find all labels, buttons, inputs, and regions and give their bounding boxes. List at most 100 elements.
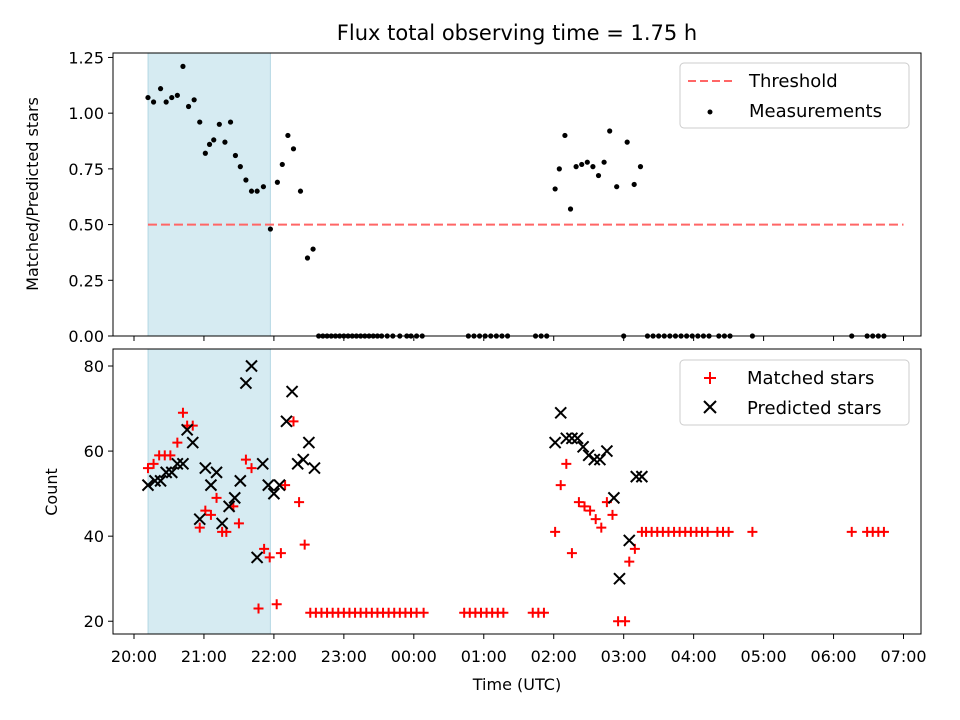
measurement-point [614, 184, 620, 190]
predicted-star-point [297, 453, 310, 466]
count-y-tick-label: 20 [84, 612, 104, 631]
measurement-point [206, 141, 213, 147]
ratio-legend: Threshold Measurements [679, 62, 910, 129]
matched-star-point [177, 407, 188, 418]
matched-star-point [275, 548, 286, 559]
count-legend: Matched stars Predicted stars [679, 359, 910, 426]
matched-star-point [253, 603, 264, 614]
predicted-star-point [600, 444, 614, 458]
matched-star-point [596, 522, 607, 533]
matched-star-point [259, 543, 270, 554]
x-tick-label: 21:00 [181, 647, 227, 666]
predicted-star-point [548, 436, 562, 449]
legend-measurements-label: Measurements [749, 101, 882, 122]
measurement-point [248, 188, 255, 194]
legend-predicted-label: Predicted stars [747, 398, 881, 419]
predicted-star-point [245, 359, 258, 373]
measurement-point [157, 86, 164, 92]
legend-predicted-swatch [703, 400, 717, 414]
matched-star-point [624, 556, 635, 567]
matched-star-point [702, 526, 713, 537]
count-marks [141, 359, 889, 627]
measurement-point [145, 94, 151, 101]
ratio-y-axis-label: Matched/Predicted stars [23, 97, 42, 291]
x-tick-label: 06:00 [810, 647, 856, 666]
matched-star-point [538, 607, 549, 618]
predicted-star-point [554, 406, 567, 420]
measurement-point [552, 186, 558, 192]
matched-star-point [142, 463, 153, 474]
matched-star-point [498, 607, 509, 618]
observing-window-highlight [147, 52, 271, 337]
predicted-star-point [222, 500, 236, 513]
measurement-point [180, 63, 186, 69]
measurement-point [150, 99, 157, 105]
measurement-point [191, 97, 197, 103]
measurement-point [285, 132, 291, 139]
predicted-star-point [280, 415, 293, 428]
measurement-point [601, 159, 607, 165]
matched-star-point [590, 514, 601, 525]
measurement-point [310, 246, 316, 252]
legend-threshold-label: Threshold [748, 71, 838, 92]
matched-star-point [566, 548, 577, 559]
matched-star-point [299, 539, 310, 550]
measurement-point [267, 226, 274, 232]
x-tick-label: 01:00 [461, 647, 507, 666]
measurement-point [197, 119, 203, 125]
legend-matched-swatch [704, 372, 716, 384]
measurement-point [174, 92, 180, 98]
measurement-point [237, 164, 243, 170]
measurement-point [573, 164, 579, 170]
matched-star-point [271, 599, 282, 610]
measurement-point [260, 184, 267, 190]
matched-star-point [211, 492, 222, 503]
matched-star-point [550, 526, 561, 537]
predicted-star-point [239, 376, 253, 390]
matched-star-point [747, 526, 758, 537]
matched-star-point [148, 458, 159, 469]
predicted-star-point [148, 474, 162, 488]
predicted-star-point [210, 466, 223, 479]
measurement-point [202, 150, 208, 156]
predicted-star-point [228, 491, 241, 505]
measurement-point [304, 255, 311, 261]
matched-star-point [288, 416, 299, 427]
predicted-star-point [267, 487, 281, 500]
predicted-star-point [576, 440, 590, 454]
matched-star-point [878, 526, 889, 537]
measurement-point [607, 128, 613, 134]
matched-star-point [418, 607, 429, 618]
matched-star-point [233, 518, 244, 529]
x-axis-label: Time (UTC) [472, 675, 561, 694]
predicted-star-point [262, 478, 275, 492]
ratio-y-tick-label: 0.75 [68, 160, 104, 179]
matched-star-point [561, 458, 572, 469]
predicted-star-point [623, 534, 636, 547]
count-y-tick-label: 80 [84, 357, 104, 376]
ratio-y-tick-label: 0.50 [68, 216, 104, 235]
predicted-star-point [593, 453, 607, 466]
matched-star-point [194, 522, 205, 533]
measurement-point [584, 159, 590, 165]
predicted-star-point [171, 457, 184, 471]
measurement-point [556, 166, 562, 172]
chart-title: Flux total observing time = 1.75 h [337, 21, 697, 45]
predicted-star-point [607, 491, 621, 505]
count-plot-frame [112, 348, 922, 635]
measurement-point [579, 161, 585, 168]
ratio-legend-box [679, 62, 910, 129]
x-tick-label: 02:00 [531, 647, 577, 666]
matched-star-point [579, 501, 590, 512]
predicted-star-point [630, 470, 643, 483]
measurement-point [562, 132, 568, 139]
matched-star-point [573, 497, 584, 508]
x-tick-label: 00:00 [391, 647, 437, 666]
matched-star-point [246, 463, 257, 474]
count-y-axis-label: Count [42, 468, 61, 516]
measurement-point [216, 121, 222, 127]
measurement-point [297, 188, 304, 194]
predicted-star-point [180, 423, 194, 437]
predicted-star-point [159, 466, 173, 479]
predicted-star-point [193, 512, 206, 526]
